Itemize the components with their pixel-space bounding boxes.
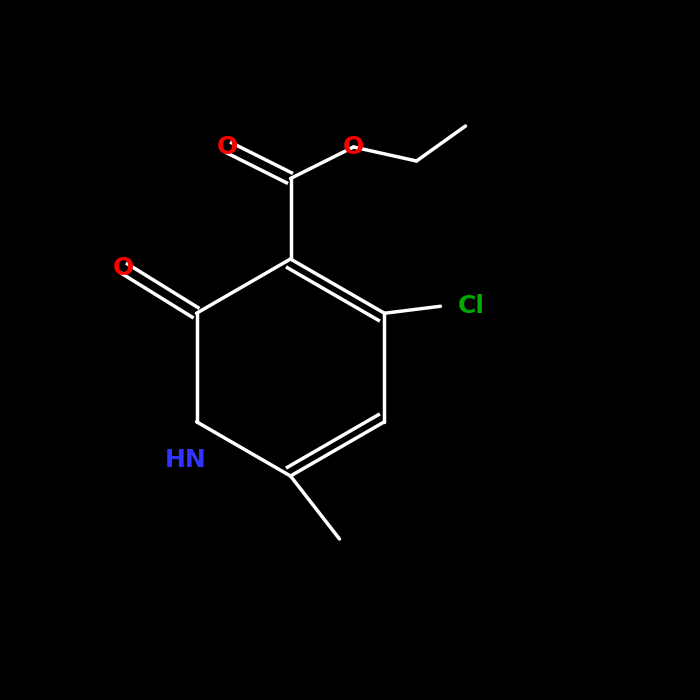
Text: HN: HN [165, 448, 207, 472]
Text: O: O [217, 135, 238, 159]
Text: O: O [343, 135, 364, 159]
Text: Cl: Cl [458, 294, 485, 318]
Text: O: O [113, 256, 134, 280]
